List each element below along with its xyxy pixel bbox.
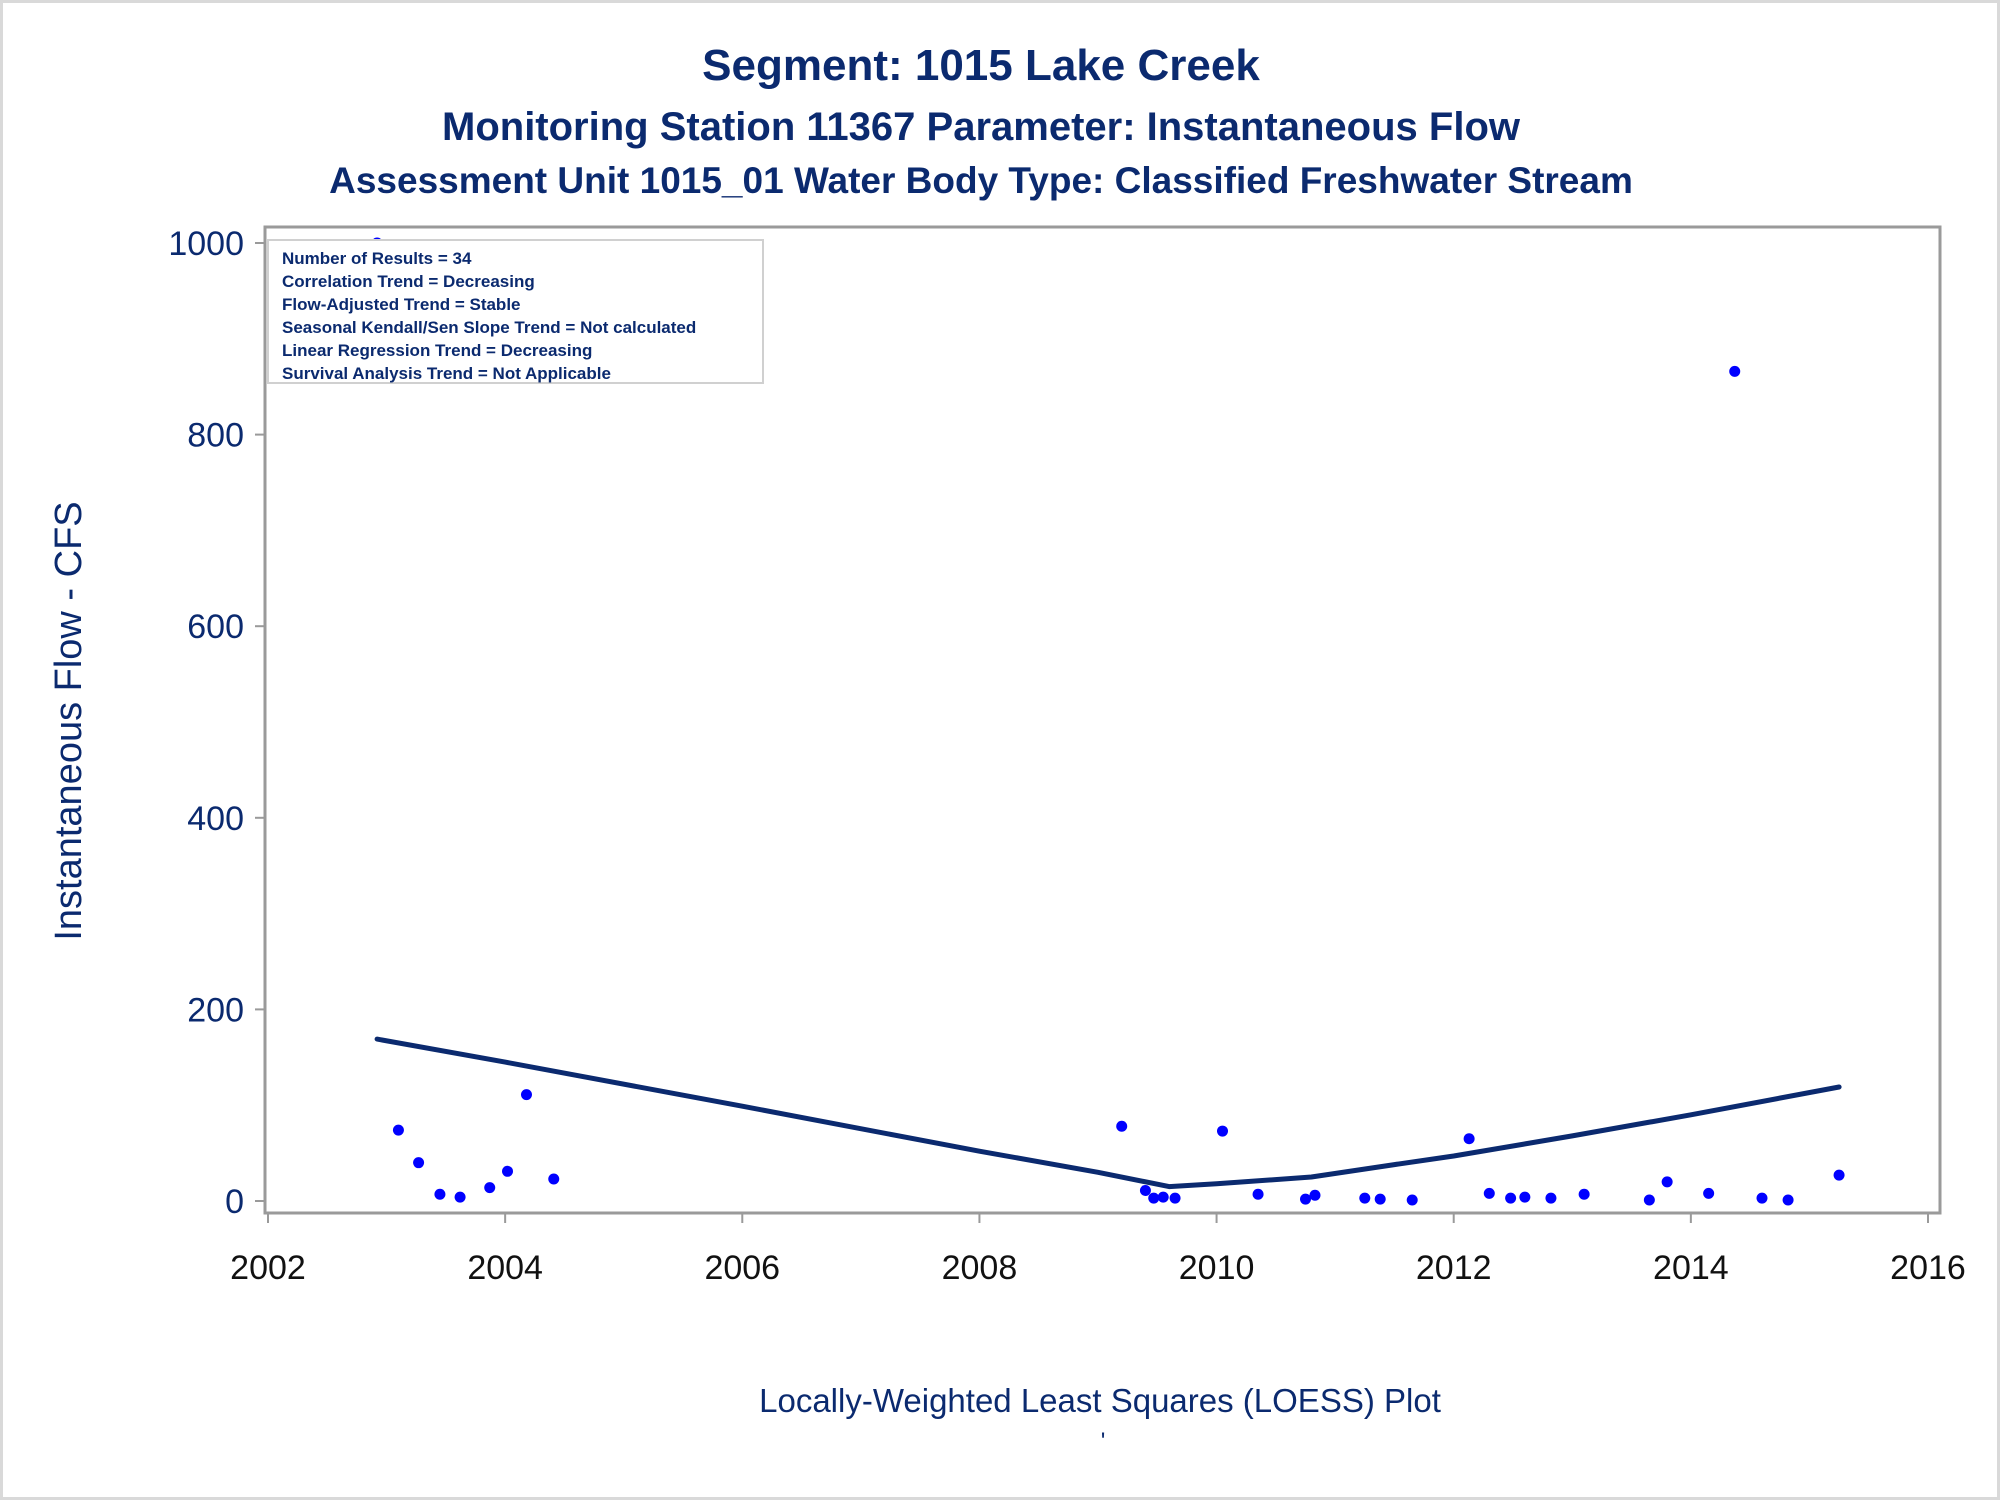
data-point [1148, 1192, 1160, 1204]
stats-box-border [267, 239, 764, 384]
x-tick-label: 2002 [230, 1249, 306, 1287]
chart-title: Segment: 1015 Lake Creek [702, 41, 1260, 90]
y-tick-label: 1000 [168, 225, 244, 263]
data-point [1300, 1193, 1311, 1205]
x-tick-label: 2016 [1890, 1249, 1966, 1287]
data-point [1703, 1187, 1715, 1199]
data-point [1545, 1192, 1557, 1204]
chart-subtitle-2: Assessment Unit 1015_01 Water Body Type:… [329, 160, 1633, 201]
data-point [520, 1089, 532, 1101]
data-point [1309, 1189, 1321, 1201]
data-point [1169, 1192, 1181, 1204]
chart-subtitle: Monitoring Station 11367 Parameter: Inst… [442, 105, 1521, 149]
data-point [1729, 365, 1741, 377]
y-tick-label: 800 [187, 417, 244, 455]
data-points-layer [371, 237, 1845, 1206]
data-point [1406, 1194, 1418, 1206]
loess-chart: Segment: 1015 Lake Creek Monitoring Stat… [48, 41, 1966, 1455]
x-tick-label: 2012 [1416, 1249, 1492, 1287]
data-point [1252, 1188, 1264, 1200]
y-axis-label: Instantaneous Flow - CFS [48, 501, 90, 940]
y-axis: 0 200 400 600 800 1000 [168, 225, 265, 1221]
data-point [1756, 1192, 1768, 1204]
data-point [1157, 1191, 1169, 1203]
data-point [1833, 1169, 1845, 1181]
y-tick-label: 0 [225, 1183, 244, 1221]
data-point [1116, 1120, 1128, 1132]
data-point [1374, 1193, 1386, 1205]
data-point [1359, 1192, 1371, 1204]
data-point [502, 1165, 514, 1177]
x-tick-label: 2004 [467, 1249, 543, 1287]
data-point [434, 1188, 446, 1200]
data-point [1217, 1125, 1228, 1137]
stats-line: Number of Results = 34 [282, 249, 472, 268]
x-axis: 2002 2004 2006 2008 2010 2012 2014 2016 [230, 1213, 1966, 1287]
data-point [392, 1124, 404, 1136]
data-point [484, 1182, 496, 1194]
y-tick-label: 400 [187, 800, 244, 838]
stats-line: Seasonal Kendall/Sen Slope Trend = Not c… [282, 318, 696, 337]
data-point [1139, 1184, 1151, 1196]
data-point [1463, 1133, 1475, 1145]
loess-line [374, 1036, 1842, 1190]
y-tick-label: 200 [187, 991, 244, 1029]
data-point [1519, 1191, 1531, 1203]
data-point [454, 1191, 466, 1203]
footnote-mark: ' [1101, 1428, 1106, 1455]
y-tick-label: 600 [187, 608, 244, 646]
data-point [548, 1173, 560, 1185]
x-tick-label: 2006 [704, 1249, 780, 1287]
stats-box: Number of Results = 34 Correlation Trend … [267, 239, 764, 384]
data-point [1578, 1188, 1590, 1200]
footnote: Locally-Weighted Least Squares (LOESS) P… [759, 1382, 1441, 1419]
loess-curve-layer [374, 1036, 1842, 1190]
plot-area [263, 225, 1942, 1215]
data-point [413, 1157, 425, 1169]
stats-line: Linear Regression Trend = Decreasing [282, 341, 592, 360]
data-point [1782, 1194, 1794, 1206]
data-point [1643, 1194, 1655, 1206]
x-tick-label: 2008 [942, 1249, 1018, 1287]
stats-line: Flow-Adjusted Trend = Stable [282, 295, 521, 314]
x-tick-label: 2010 [1179, 1249, 1255, 1287]
data-point [1505, 1192, 1517, 1204]
stats-line: Correlation Trend = Decreasing [282, 272, 535, 291]
x-tick-label: 2014 [1653, 1249, 1729, 1287]
data-point [1661, 1176, 1673, 1188]
data-point [1483, 1187, 1495, 1199]
stats-line: Survival Analysis Trend = Not Applicable [282, 364, 611, 383]
